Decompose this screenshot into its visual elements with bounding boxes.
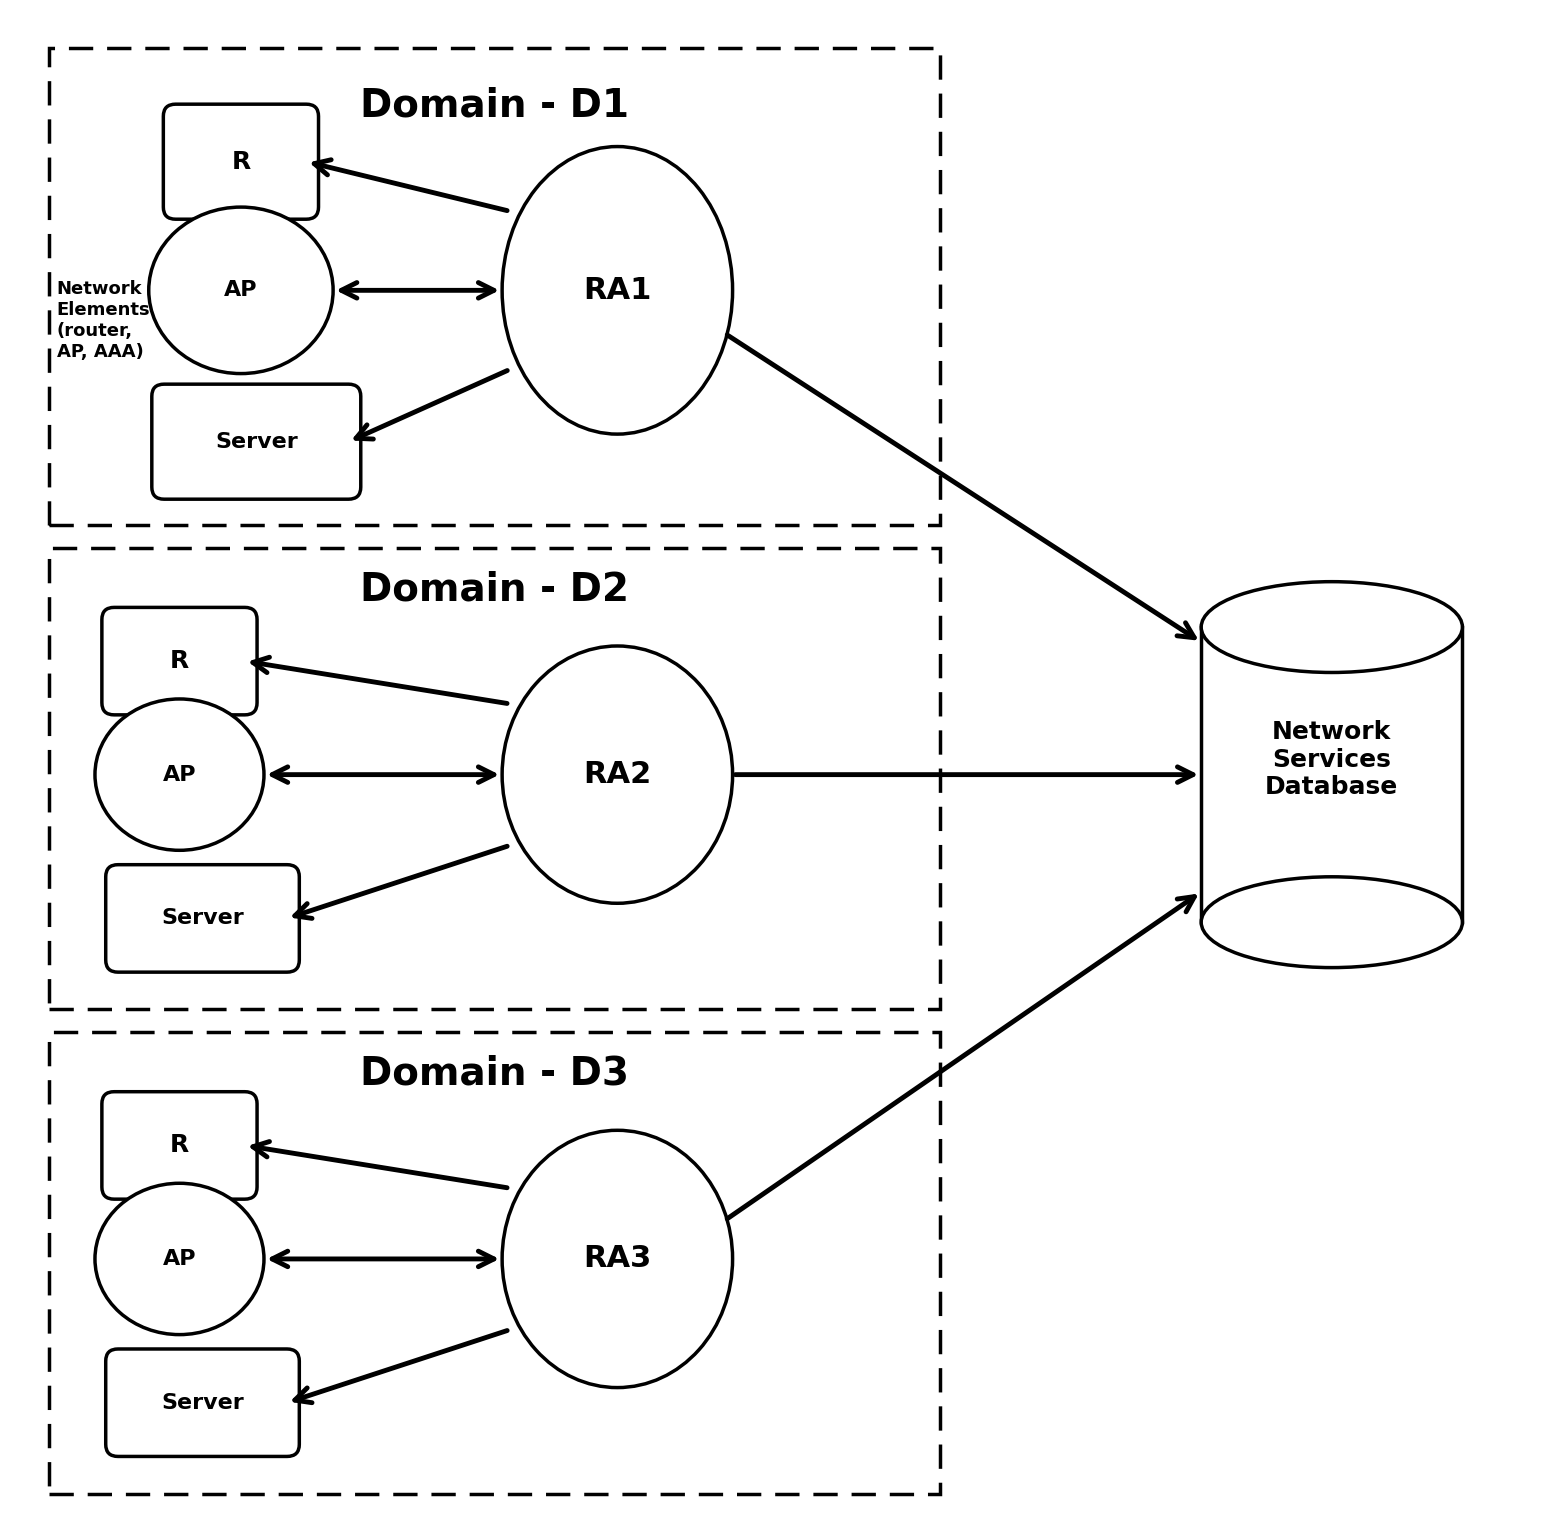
- Text: AP: AP: [163, 764, 196, 785]
- Text: Network
Elements
(router,
AP, AAA): Network Elements (router, AP, AAA): [57, 281, 150, 362]
- FancyBboxPatch shape: [49, 49, 941, 526]
- Ellipse shape: [1201, 582, 1462, 673]
- Text: R: R: [170, 1133, 190, 1157]
- FancyBboxPatch shape: [102, 608, 258, 715]
- FancyBboxPatch shape: [151, 384, 361, 500]
- Text: Domain - D1: Domain - D1: [359, 87, 629, 125]
- Text: AP: AP: [163, 1249, 196, 1268]
- Text: R: R: [170, 649, 190, 673]
- Ellipse shape: [503, 646, 732, 904]
- Text: Server: Server: [162, 908, 244, 928]
- Text: AP: AP: [224, 281, 258, 301]
- Ellipse shape: [96, 699, 264, 851]
- Ellipse shape: [503, 146, 732, 434]
- FancyBboxPatch shape: [163, 105, 319, 219]
- Ellipse shape: [96, 1183, 264, 1335]
- Text: RA2: RA2: [583, 760, 651, 790]
- Text: RA3: RA3: [583, 1244, 651, 1273]
- Text: Server: Server: [162, 1393, 244, 1413]
- Text: Domain - D3: Domain - D3: [359, 1054, 629, 1092]
- Text: RA1: RA1: [583, 276, 652, 305]
- FancyBboxPatch shape: [102, 1092, 258, 1198]
- FancyBboxPatch shape: [106, 1349, 299, 1457]
- FancyBboxPatch shape: [106, 864, 299, 972]
- FancyBboxPatch shape: [49, 1031, 941, 1493]
- Text: Server: Server: [214, 431, 298, 451]
- FancyBboxPatch shape: [49, 548, 941, 1009]
- Ellipse shape: [148, 207, 333, 374]
- Text: Domain - D2: Domain - D2: [359, 570, 629, 608]
- Ellipse shape: [1201, 876, 1462, 968]
- Text: R: R: [231, 150, 250, 173]
- Ellipse shape: [503, 1130, 732, 1387]
- FancyBboxPatch shape: [1201, 627, 1462, 922]
- Text: Network
Services
Database: Network Services Database: [1264, 720, 1399, 799]
